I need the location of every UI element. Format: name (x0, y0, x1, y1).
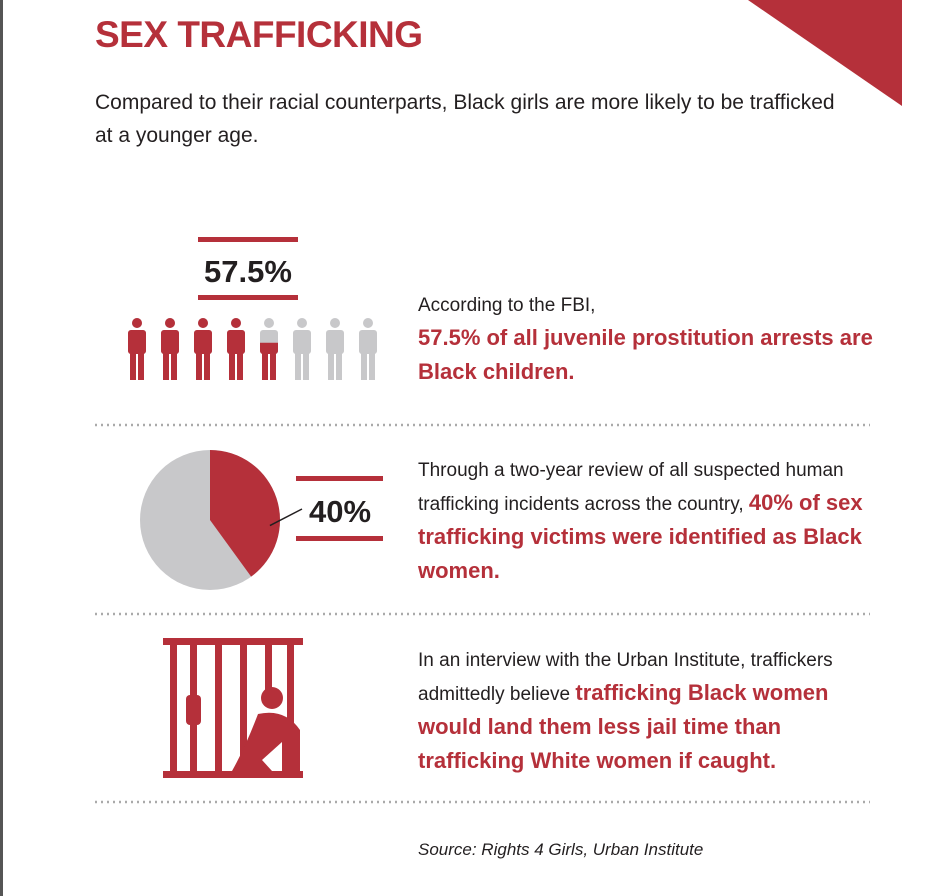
person-icon (260, 318, 278, 380)
rule (296, 536, 383, 541)
rule (198, 237, 298, 242)
body (128, 330, 146, 354)
fact: In an interview with the Urban Institute… (418, 645, 893, 779)
fact-text: Through a two-year review of all suspect… (418, 460, 844, 515)
jail-icon (163, 638, 303, 778)
stat-label: 40% (309, 494, 371, 529)
rule (198, 295, 298, 300)
leg (204, 352, 210, 380)
body (194, 330, 212, 354)
leg (295, 352, 301, 380)
body (326, 330, 344, 354)
leg (171, 352, 177, 380)
head (231, 318, 241, 328)
leg (229, 352, 235, 380)
leg (138, 352, 144, 380)
leg (262, 352, 268, 380)
source: Source: Rights 4 Girls, Urban Institute (418, 840, 704, 859)
body (293, 330, 311, 354)
fact: According to the FBI, 57.5% of all juveni… (418, 290, 893, 390)
fact-highlight: 40% of sex trafficking victims were iden… (418, 490, 863, 583)
corner-triangle (748, 0, 902, 106)
person-shape (161, 318, 179, 380)
person-icon (194, 318, 212, 380)
fact-text: In an interview with the Urban Institute… (418, 650, 833, 705)
person-shape (260, 342, 278, 380)
leg (163, 352, 169, 380)
body (359, 330, 377, 354)
person-shape (128, 318, 146, 380)
person-shape (359, 318, 377, 380)
leg (303, 352, 309, 380)
head (198, 318, 208, 328)
edge (0, 0, 3, 896)
fact-highlight: trafficking Black women would land them … (418, 680, 829, 773)
head (297, 318, 307, 328)
leg (328, 352, 334, 380)
head (330, 318, 340, 328)
leg (336, 352, 342, 380)
head (264, 318, 274, 328)
head (363, 318, 373, 328)
body (161, 330, 179, 354)
person-icon (326, 318, 344, 380)
leader-line (269, 508, 303, 527)
title: SEX TRAFFICKING (95, 14, 423, 55)
rule (296, 476, 383, 481)
leg (361, 352, 367, 380)
person-shape (326, 318, 344, 380)
person-icon (161, 318, 179, 380)
person-icon (293, 318, 311, 380)
body (260, 342, 278, 354)
fact-highlight: 57.5% of all juvenile prostitution arres… (418, 325, 873, 384)
head (132, 318, 142, 328)
person-icon (359, 318, 377, 380)
subtitle: Compared to their racial counterparts, B… (95, 91, 835, 147)
leg (130, 352, 136, 380)
leg (196, 352, 202, 380)
person-shape (227, 318, 245, 380)
body (227, 330, 245, 354)
leg (369, 352, 375, 380)
person-shape (194, 318, 212, 380)
leg (270, 352, 276, 380)
person-shape (293, 318, 311, 380)
fact: Through a two-year review of all suspect… (418, 455, 893, 589)
head (165, 318, 175, 328)
pie-slice (210, 450, 280, 577)
fact-text: According to the FBI, (418, 295, 596, 316)
person-icon (128, 318, 146, 380)
stat-label: 57.5% (204, 254, 292, 289)
person-icon (227, 318, 245, 380)
leg (237, 352, 243, 380)
